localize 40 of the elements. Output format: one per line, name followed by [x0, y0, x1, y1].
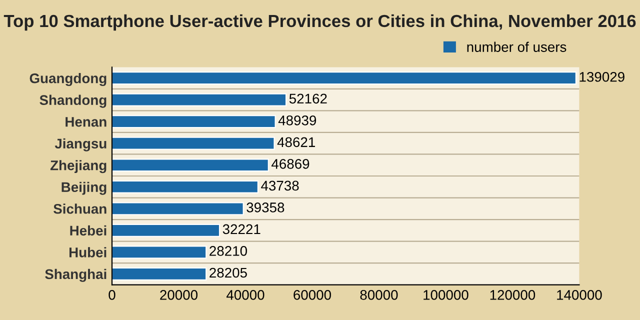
y-tick-label: Zhejiang — [50, 160, 106, 174]
bar — [112, 93, 287, 106]
x-tick-label: 100000 — [424, 290, 468, 300]
data-label: 52162 — [289, 94, 327, 104]
y-tick-label: Guangdong — [30, 73, 106, 86]
data-label: 48939 — [278, 115, 316, 126]
data-label: 46869 — [272, 159, 310, 169]
bar — [112, 115, 276, 128]
bar — [112, 246, 207, 259]
x-tick-label: 0 — [108, 290, 116, 300]
data-label: 28205 — [210, 268, 247, 278]
x-tick-label: 20000 — [160, 290, 198, 300]
bar — [112, 224, 220, 237]
y-tick-label: Sichuan — [54, 204, 106, 214]
y-tick-label: Jiangsu — [54, 138, 106, 152]
bar — [112, 72, 577, 85]
x-tick-label: 140000 — [557, 290, 602, 300]
bar — [112, 180, 259, 194]
data-label: 28210 — [210, 246, 247, 256]
data-label: 139029 — [580, 72, 624, 82]
y-tick-label: Shandong — [40, 94, 106, 108]
y-tick-label: Shanghai — [45, 268, 106, 282]
bar — [112, 267, 207, 280]
bar — [112, 158, 269, 172]
legend-label: number of users — [467, 42, 566, 52]
y-tick-label: Hubei — [69, 247, 106, 258]
bar — [112, 202, 244, 216]
data-label: 48621 — [277, 137, 315, 148]
y-tick-label: Henan — [66, 117, 106, 127]
x-tick-label: 120000 — [490, 290, 536, 300]
y-tick-label: Beijing — [62, 182, 106, 195]
x-tick-label: 80000 — [360, 290, 398, 300]
x-tick-label: 60000 — [294, 290, 331, 300]
y-tick-label: Hebei — [70, 225, 106, 236]
x-tick-label: 40000 — [226, 290, 264, 300]
data-label: 32221 — [222, 224, 260, 234]
bar — [112, 136, 275, 150]
chart-title: Top 10 Smartphone User-active Provinces or Cities in China, November 2016 — [4, 14, 636, 31]
data-label: 39358 — [246, 202, 284, 212]
data-label: 43738 — [261, 180, 299, 191]
